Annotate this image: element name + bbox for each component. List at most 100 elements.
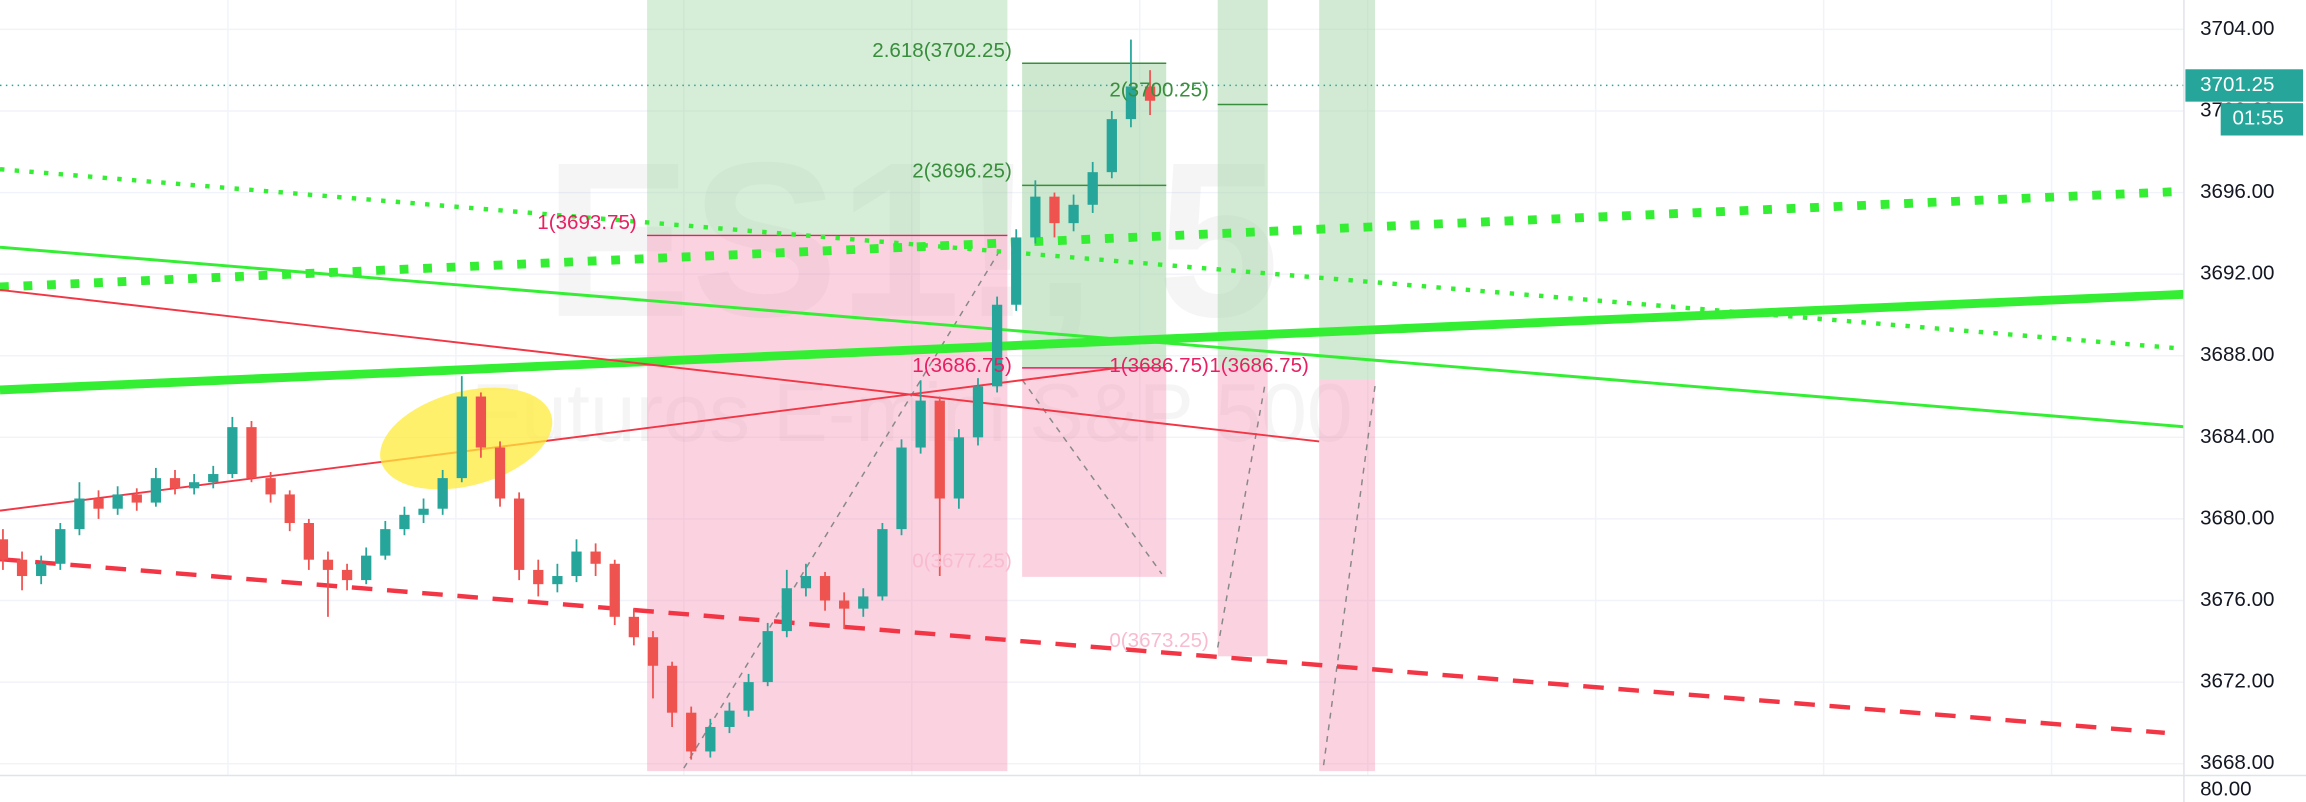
candle-body bbox=[839, 600, 850, 609]
candle-body bbox=[552, 576, 563, 585]
y-tick-label: 3696.00 bbox=[2200, 180, 2274, 203]
candle-body bbox=[590, 551, 601, 564]
drawing-label: 1(3693.75) bbox=[537, 211, 637, 234]
candle-body bbox=[991, 304, 1003, 387]
y-tick-label: 3692.00 bbox=[2200, 262, 2274, 285]
candle-body bbox=[934, 400, 945, 499]
candle-body bbox=[896, 447, 907, 530]
candle-body bbox=[55, 529, 66, 564]
candle-body bbox=[188, 482, 200, 489]
price-axis-labels: 3668.00 3672.00 3676.00 3680.00 3684.00 3688.… bbox=[2185, 17, 2304, 774]
countdown-label: 01:55 bbox=[2232, 107, 2283, 130]
y-tick-label: 3684.00 bbox=[2200, 425, 2274, 448]
candle-body bbox=[609, 563, 620, 617]
candle-body bbox=[437, 478, 448, 509]
candles bbox=[0, 39, 1156, 760]
y-tick-label: 3688.00 bbox=[2200, 343, 2274, 366]
candle-body bbox=[1030, 196, 1041, 238]
drawing-label: 2(3696.25) bbox=[912, 160, 1012, 183]
candle-body bbox=[93, 498, 104, 509]
candle-body bbox=[571, 551, 582, 577]
candle-body bbox=[533, 569, 544, 585]
profit-zone bbox=[1319, 0, 1376, 380]
candle-body bbox=[36, 563, 47, 577]
watermark-subtitle: Futuros E-mini S&P 500 bbox=[471, 367, 1353, 459]
drawing-labels: 2.618(3702.25) 2(3700.25) 2(3696.25) 1(3693… bbox=[537, 39, 1309, 652]
candle-body bbox=[1106, 119, 1117, 173]
candle-body bbox=[361, 555, 372, 581]
loss-zone bbox=[1022, 367, 1167, 577]
path-line bbox=[1021, 379, 1163, 575]
profit-zone bbox=[647, 0, 1008, 236]
loss-zone bbox=[1319, 379, 1376, 772]
candle-body bbox=[1144, 86, 1156, 101]
candle-body bbox=[915, 400, 926, 448]
candle-body bbox=[628, 616, 640, 638]
drawing-label: 2(3700.25) bbox=[1109, 79, 1209, 102]
candle-body bbox=[456, 396, 467, 479]
candle-body bbox=[972, 386, 984, 438]
path-line bbox=[1216, 385, 1266, 648]
candle-body bbox=[74, 498, 85, 530]
candle-body bbox=[131, 494, 142, 503]
candle-body bbox=[399, 514, 410, 530]
lower-pane-label: 80.00 bbox=[2200, 778, 2251, 801]
candle-body bbox=[666, 665, 678, 713]
drawing-label: 1(3686.75) bbox=[1109, 354, 1209, 377]
profit-zone bbox=[1217, 0, 1268, 368]
y-tick-label: 3676.00 bbox=[2200, 588, 2274, 611]
trend-line bbox=[0, 556, 2165, 736]
candle-body bbox=[877, 529, 888, 597]
path-line bbox=[1322, 385, 1376, 766]
candle-body bbox=[1125, 86, 1137, 120]
candle-body bbox=[303, 522, 314, 560]
trend-line bbox=[0, 366, 1118, 512]
candle-body bbox=[246, 427, 257, 479]
trend-line bbox=[0, 289, 2185, 395]
candle-body bbox=[1068, 204, 1079, 224]
candle-body bbox=[781, 588, 792, 632]
candle-body bbox=[16, 559, 28, 577]
y-tick-label: 3704.00 bbox=[2200, 17, 2274, 40]
candle-body bbox=[647, 637, 659, 666]
last-price-label: 3701.25 bbox=[2200, 73, 2274, 96]
candle-body bbox=[227, 427, 238, 475]
candle-body bbox=[494, 447, 506, 499]
candle-body bbox=[513, 498, 525, 570]
candle-body bbox=[0, 539, 9, 560]
candle-body bbox=[284, 494, 295, 523]
position-drawings bbox=[647, 0, 1376, 772]
last-price-box bbox=[2185, 69, 2304, 102]
trend-line bbox=[0, 167, 2185, 351]
candle-body bbox=[322, 559, 334, 570]
candle-body bbox=[418, 508, 429, 515]
candle-body bbox=[743, 682, 754, 711]
trend-line bbox=[0, 245, 2185, 429]
drawing-label: 1(3686.75) bbox=[1209, 354, 1309, 377]
loss-zone bbox=[1217, 367, 1268, 657]
candle-body bbox=[858, 596, 869, 609]
countdown-box bbox=[2220, 103, 2304, 136]
profit-zone bbox=[1022, 63, 1167, 368]
candle-body bbox=[1087, 172, 1098, 205]
candle-body bbox=[475, 396, 487, 448]
candle-body bbox=[380, 529, 391, 556]
candle-body bbox=[686, 712, 697, 752]
drawing-label: 1(3686.75) bbox=[912, 354, 1012, 377]
drawing-label: 0(3673.25) bbox=[1109, 629, 1209, 652]
trend-line bbox=[0, 288, 1320, 443]
candle-body bbox=[819, 576, 831, 601]
y-tick-label: 3672.00 bbox=[2200, 670, 2274, 693]
candle-body bbox=[265, 478, 276, 495]
candle-body bbox=[800, 576, 812, 589]
candle-body bbox=[112, 494, 123, 509]
candle-body bbox=[705, 726, 716, 752]
candle-body bbox=[150, 478, 162, 503]
candle-body bbox=[953, 437, 965, 499]
candle-body bbox=[762, 631, 773, 683]
drawing-label: 0(3677.25) bbox=[912, 550, 1012, 573]
candle-body bbox=[169, 478, 181, 489]
candle-body bbox=[724, 710, 735, 727]
candle-body bbox=[1049, 196, 1060, 224]
